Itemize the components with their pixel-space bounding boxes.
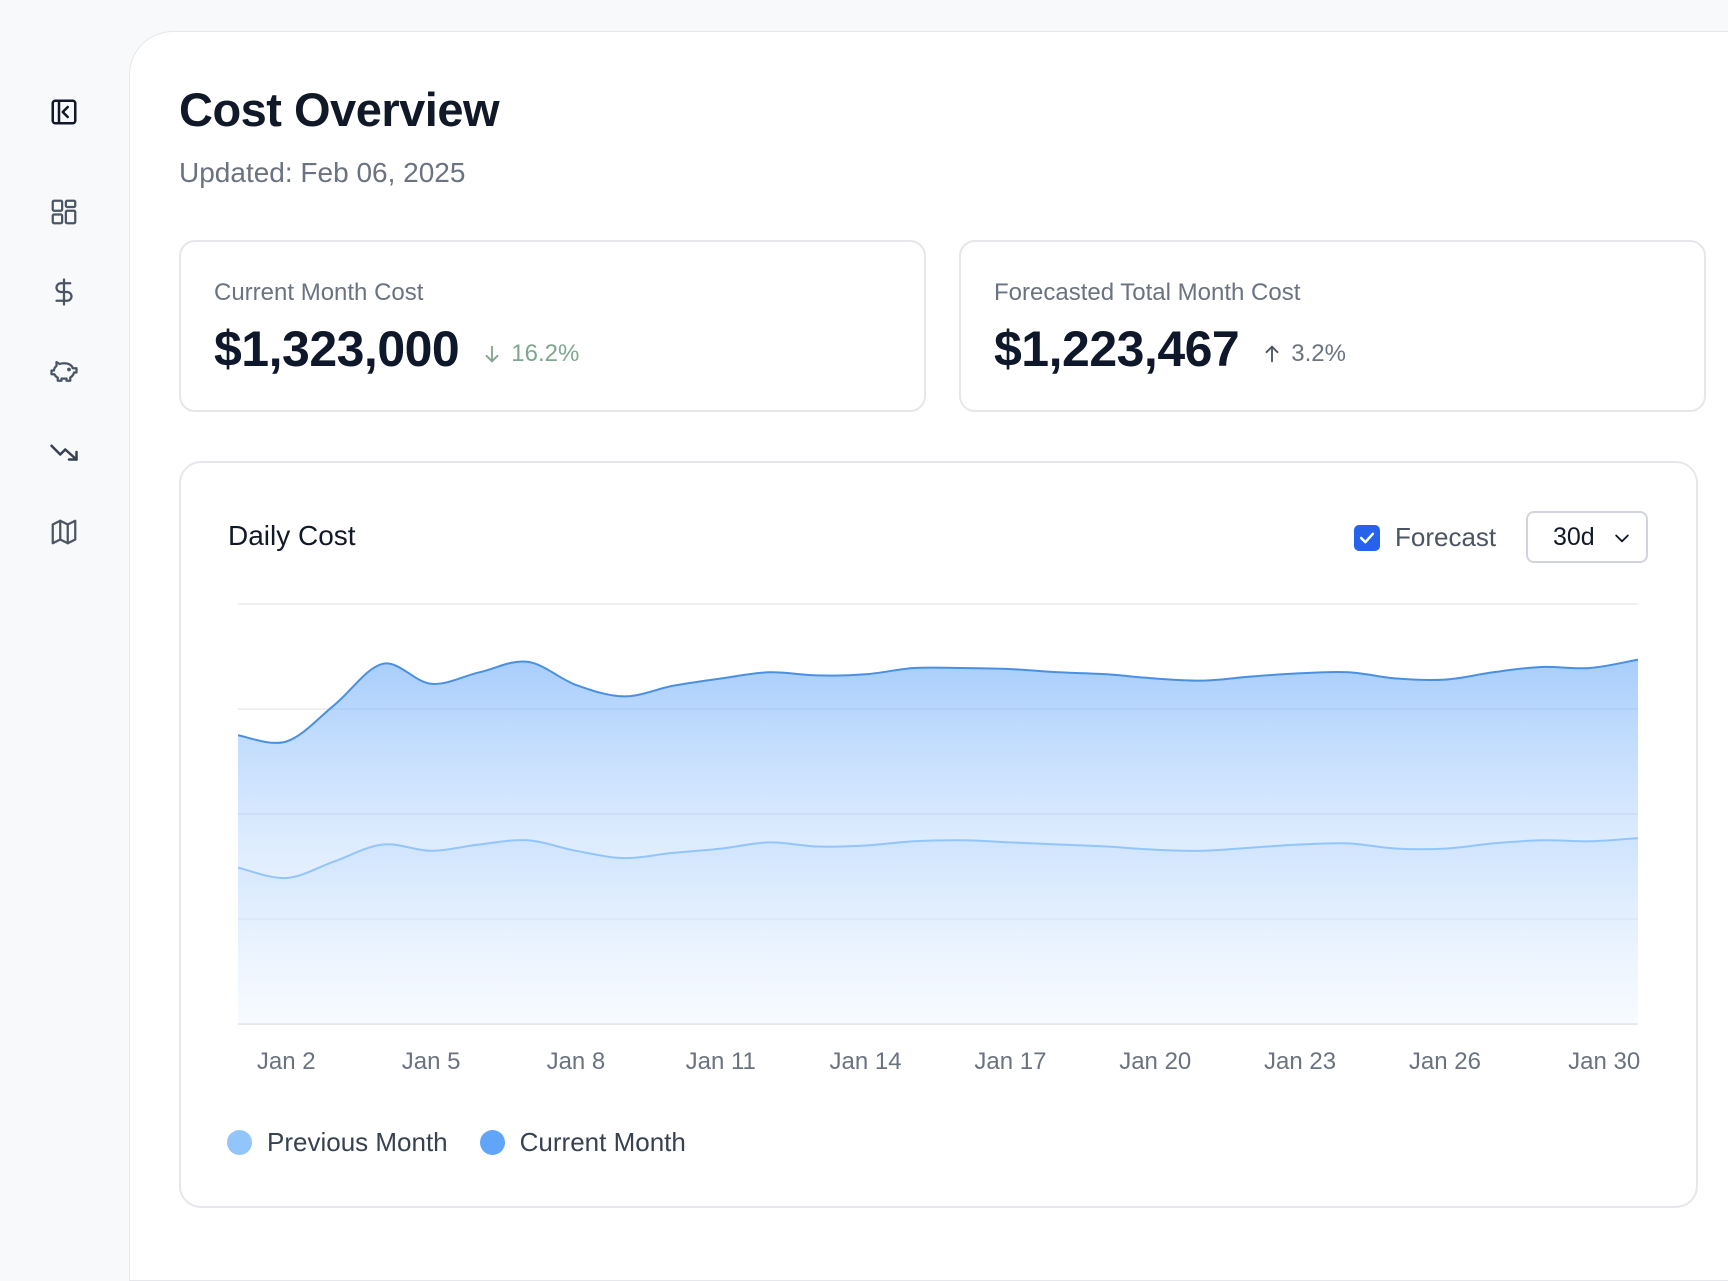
check-icon bbox=[1359, 532, 1375, 543]
sidebar-item-savings[interactable] bbox=[46, 354, 82, 390]
chevron-down-icon bbox=[1615, 534, 1629, 543]
legend-label: Previous Month bbox=[267, 1127, 448, 1157]
chart-legend: Previous Month Current Month bbox=[227, 1127, 718, 1158]
sidebar-item-trends[interactable] bbox=[46, 434, 82, 470]
legend-dot bbox=[227, 1130, 252, 1155]
kpi-label: Forecasted Total Month Cost bbox=[994, 279, 1301, 306]
sidebar-item-costs[interactable] bbox=[46, 274, 82, 310]
kpi-card-forecasted-month: Forecasted Total Month Cost $1,223,467 3… bbox=[959, 240, 1706, 412]
panel-left-icon bbox=[51, 99, 77, 125]
legend-label: Current Month bbox=[519, 1127, 686, 1157]
updated-timestamp: Updated: Feb 06, 2025 bbox=[179, 157, 466, 188]
collapse-sidebar-button[interactable] bbox=[46, 94, 82, 130]
daily-cost-card bbox=[179, 461, 1698, 1208]
range-select[interactable]: 30d bbox=[1526, 511, 1648, 563]
chart-title: Daily Cost bbox=[228, 520, 356, 551]
sidebar-item-dashboard[interactable] bbox=[46, 194, 82, 230]
arrow-down-icon bbox=[485, 345, 499, 363]
sidebar bbox=[0, 0, 130, 1234]
layout-grid-icon bbox=[51, 199, 77, 225]
kpi-value: $1,223,467 bbox=[994, 321, 1240, 377]
range-select-value: 30d bbox=[1553, 522, 1595, 551]
checkbox-checked[interactable] bbox=[1354, 524, 1380, 551]
piggy-bank-icon bbox=[50, 360, 78, 382]
kpi-value: $1,323,000 bbox=[214, 321, 460, 377]
trending-down-icon bbox=[50, 444, 78, 461]
kpi-label: Current Month Cost bbox=[214, 279, 424, 306]
arrow-up-icon bbox=[1265, 345, 1279, 363]
forecast-checkbox[interactable]: Forecast bbox=[1354, 522, 1496, 553]
kpi-delta-value: 3.2% bbox=[1291, 340, 1346, 367]
kpi-card-current-month: Current Month Cost $1,323,000 16.2% bbox=[179, 240, 926, 412]
legend-dot bbox=[479, 1130, 505, 1155]
kpi-delta-value: 16.2% bbox=[511, 340, 580, 367]
legend-item-current-month: Current Month bbox=[479, 1127, 686, 1158]
kpi-delta: 3.2% bbox=[1261, 340, 1346, 368]
dollar-icon bbox=[55, 278, 73, 306]
sidebar-item-map[interactable] bbox=[46, 514, 82, 550]
kpi-delta: 16.2% bbox=[481, 340, 579, 368]
legend-item-previous-month: Previous Month bbox=[227, 1127, 448, 1158]
forecast-label: Forecast bbox=[1395, 522, 1497, 552]
page-title: Cost Overview bbox=[179, 83, 500, 136]
map-icon bbox=[51, 519, 77, 545]
